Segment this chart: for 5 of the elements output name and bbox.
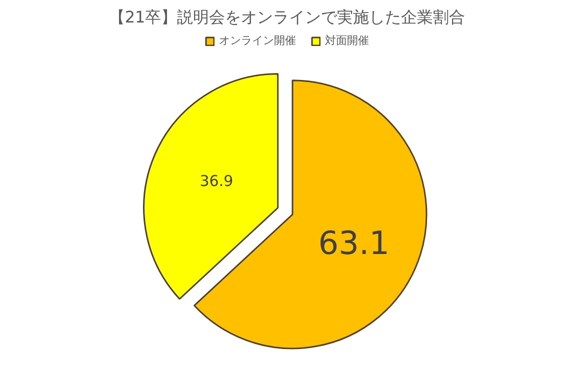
- data-label: 36.9: [200, 172, 234, 190]
- data-label: 63.1: [318, 224, 390, 262]
- chart-title: 【21卒】説明会をオンラインで実施した企業割合: [108, 8, 466, 26]
- legend-label: 対面開催: [325, 33, 369, 48]
- legend-label: オンライン開催: [219, 33, 296, 48]
